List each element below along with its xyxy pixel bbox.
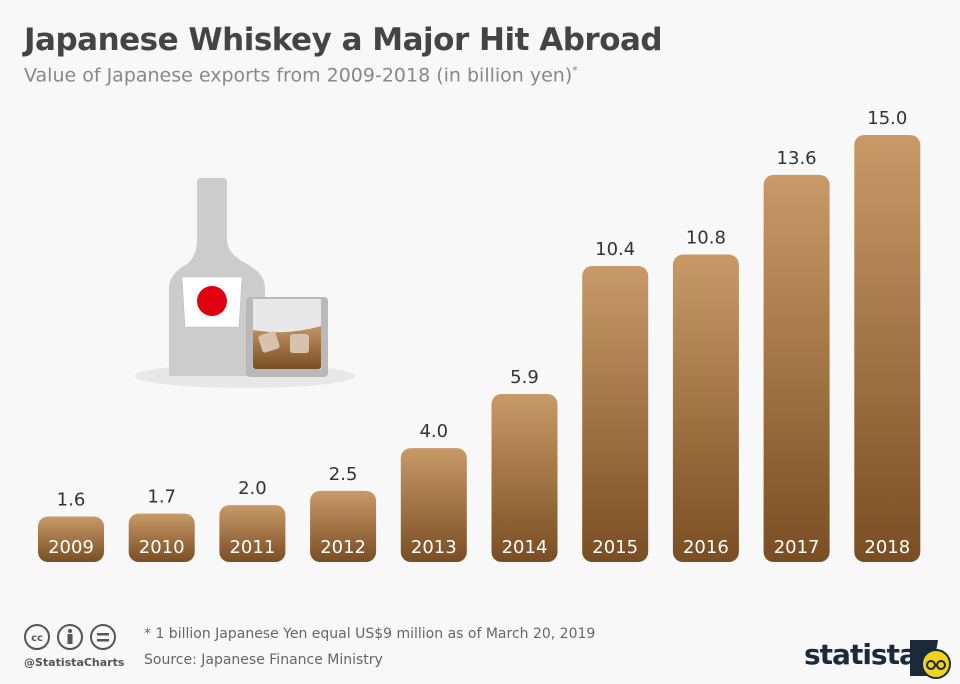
- ice-cube-icon: [290, 334, 309, 353]
- x-tick-label: 2011: [229, 537, 275, 558]
- ice-cube-icon: [258, 331, 280, 353]
- data-label: 10.4: [595, 239, 635, 260]
- footnote: * 1 billion Japanese Yen equal US$9 mill…: [144, 626, 596, 642]
- subtitle-text: Value of Japanese exports from 2009-2018…: [24, 64, 573, 87]
- statista-logo-icon: [910, 640, 951, 679]
- data-label: 1.6: [57, 489, 86, 510]
- bar-2009: [38, 516, 104, 562]
- cc-icon: [24, 624, 50, 650]
- twitter-handle[interactable]: @StatistaCharts: [24, 656, 125, 669]
- bar-2013: [400, 448, 467, 562]
- bar-2014: [491, 394, 558, 562]
- japan-flag-icon: [197, 286, 227, 316]
- svg-text:cc: cc: [31, 633, 43, 644]
- x-tick-label: 2018: [864, 537, 910, 558]
- license-icons: cc: [24, 624, 116, 650]
- x-tick-label: 2014: [502, 537, 548, 558]
- x-tick-label: 2017: [774, 537, 820, 558]
- x-tick-label: 2010: [139, 537, 185, 558]
- chart-subtitle: Value of Japanese exports from 2009-2018…: [24, 64, 578, 86]
- bar-2015: [582, 265, 649, 562]
- data-label: 2.5: [329, 464, 358, 485]
- by-icon: [57, 624, 83, 650]
- data-label: 2.0: [238, 478, 267, 499]
- x-tick-label: 2013: [411, 537, 457, 558]
- bar-2010: [128, 513, 195, 562]
- bar-2016: [672, 254, 739, 562]
- x-tick-label: 2016: [683, 537, 729, 558]
- data-label: 5.9: [510, 367, 539, 388]
- data-label: 15.0: [867, 108, 907, 129]
- subtitle-footnote-mark: *: [572, 64, 578, 77]
- x-tick-label: 2009: [48, 537, 94, 558]
- bar-2012: [310, 490, 377, 562]
- x-tick-label: 2012: [320, 537, 366, 558]
- source: Source: Japanese Finance Ministry: [144, 652, 383, 668]
- x-tick-label: 2015: [592, 537, 638, 558]
- nd-icon: [90, 624, 116, 650]
- data-label: 1.7: [147, 487, 176, 508]
- data-label: 4.0: [419, 421, 448, 442]
- data-label: 13.6: [777, 148, 817, 169]
- chart-title: Japanese Whiskey a Major Hit Abroad: [24, 22, 663, 58]
- bar-2011: [219, 505, 286, 562]
- bar-2017: [763, 174, 830, 562]
- data-label: 10.8: [686, 228, 726, 249]
- statista-logo[interactable]: statista: [804, 638, 918, 671]
- bar-2018: [854, 135, 921, 562]
- whiskey-illustration: [135, 178, 355, 388]
